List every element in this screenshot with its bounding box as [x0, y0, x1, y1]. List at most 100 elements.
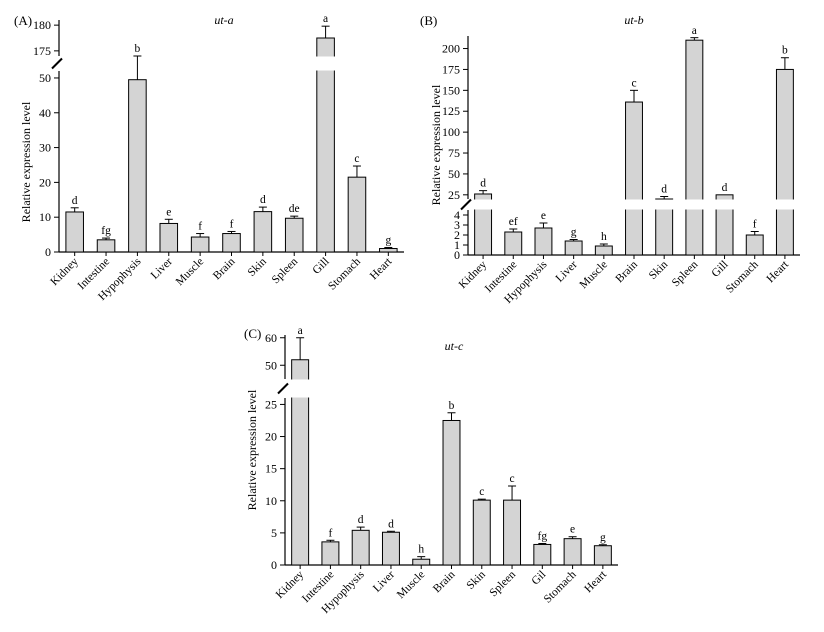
- significance-label: d: [480, 178, 486, 190]
- y-tick-label: 2: [454, 228, 460, 242]
- significance-label: g: [385, 234, 391, 246]
- significance-label: g: [600, 532, 606, 544]
- x-tick-label: Heart: [368, 255, 395, 282]
- y-tick-label: 1: [454, 238, 460, 252]
- y-axis-label: Relative expression level: [245, 389, 259, 510]
- bar-kidney: [65, 211, 84, 253]
- significance-label: h: [601, 231, 607, 243]
- x-tick-label: Brain: [614, 258, 641, 285]
- y-tick-label: 175: [33, 44, 51, 58]
- y-tick-label: 125: [442, 104, 460, 118]
- significance-label: a: [692, 25, 697, 37]
- significance-label: d: [260, 194, 266, 206]
- panel-label: (B): [420, 13, 437, 28]
- bar-intestine: [321, 541, 340, 566]
- bar-liver: [564, 240, 583, 256]
- bar-spleen: [503, 499, 522, 566]
- y-tick-label: 40: [39, 106, 51, 120]
- bar-gil: [533, 543, 552, 566]
- significance-label: c: [509, 473, 514, 485]
- bar-spleen: [685, 39, 704, 256]
- significance-label: f: [230, 218, 234, 230]
- bar-intestine: [96, 239, 116, 253]
- bar-hypophysis: [128, 79, 147, 253]
- bar-skin: [472, 499, 491, 566]
- bar-intestine: [504, 231, 523, 256]
- y-tick-label: 10: [39, 210, 51, 224]
- bar-heart: [379, 248, 398, 253]
- bar-heart: [593, 545, 612, 566]
- x-tick-label: Skin: [647, 258, 671, 282]
- significance-label: fg: [101, 225, 111, 237]
- y-tick-label: 200: [442, 42, 460, 56]
- significance-label: a: [298, 325, 303, 337]
- significance-label: b: [449, 400, 455, 412]
- significance-label: b: [135, 43, 141, 55]
- x-tick-label: Spleen: [670, 258, 701, 289]
- x-tick-label: Stomach: [724, 258, 761, 295]
- x-tick-label: Stomach: [542, 568, 579, 605]
- y-tick-label: 75: [448, 146, 460, 160]
- bar-muscle: [412, 558, 431, 566]
- y-tick-label: 50: [448, 167, 460, 181]
- bar-stomach: [347, 176, 367, 253]
- significance-label: d: [358, 514, 364, 526]
- bar-brain: [625, 101, 643, 256]
- y-axis-label: Relative expression level: [429, 84, 443, 205]
- y-tick-label: 175: [442, 62, 460, 76]
- bar-break-gap: [315, 56, 336, 71]
- x-tick-label: Skin: [246, 255, 270, 279]
- chart-title: ut-b: [624, 13, 643, 27]
- significance-label: g: [571, 227, 577, 239]
- bar-stomach: [745, 234, 764, 256]
- y-tick-label: 3: [454, 218, 460, 232]
- y-tick-label: 50: [265, 358, 277, 372]
- x-tick-label: Spleen: [270, 255, 301, 286]
- y-tick-label: 25: [448, 188, 460, 202]
- x-tick-label: Muscle: [174, 256, 206, 288]
- bar-hypophysis: [351, 529, 370, 566]
- bar-break-gap: [684, 199, 704, 210]
- y-tick-label: 100: [442, 125, 460, 139]
- bar-liver: [159, 222, 179, 253]
- significance-label: fg: [538, 530, 548, 542]
- bar-brain: [222, 233, 241, 253]
- significance-label: de: [289, 203, 300, 215]
- y-tick-label: 20: [39, 175, 51, 189]
- bar-break-gap: [473, 199, 493, 210]
- bar-skin: [253, 211, 273, 253]
- panel-label: (C): [244, 326, 261, 341]
- significance-label: d: [388, 518, 394, 530]
- significance-label: ef: [509, 216, 518, 228]
- bar-liver: [381, 531, 400, 566]
- bar-muscle: [190, 236, 210, 253]
- x-tick-label: Brain: [431, 568, 458, 595]
- bar-muscle: [594, 245, 613, 256]
- significance-label: d: [722, 182, 728, 194]
- y-axis-label: Relative expression level: [19, 101, 33, 222]
- axis-break-mark: [277, 382, 289, 395]
- y-tick-label: 25: [265, 397, 277, 411]
- x-tick-label: Liver: [149, 256, 175, 282]
- bar-break-gap: [775, 199, 795, 210]
- x-tick-label: Stomach: [326, 255, 363, 292]
- significance-label: e: [166, 206, 171, 218]
- x-tick-label: Muscle: [578, 259, 610, 291]
- x-tick-label: Brain: [211, 255, 238, 282]
- bar-break-gap: [715, 199, 734, 210]
- bar-spleen: [284, 217, 304, 253]
- x-tick-label: Gil: [530, 569, 549, 588]
- axis-break-mark: [460, 198, 472, 211]
- significance-label: h: [418, 544, 424, 556]
- y-tick-label: 150: [442, 83, 460, 97]
- significance-label: a: [323, 13, 328, 25]
- x-tick-label: Liver: [371, 569, 397, 595]
- bar-brain: [442, 419, 461, 566]
- panel-label: (A): [14, 13, 32, 28]
- y-tick-label: 0: [45, 245, 51, 259]
- axis-break-mark: [51, 57, 63, 70]
- significance-label: d: [72, 195, 78, 207]
- bar-heart: [775, 68, 794, 256]
